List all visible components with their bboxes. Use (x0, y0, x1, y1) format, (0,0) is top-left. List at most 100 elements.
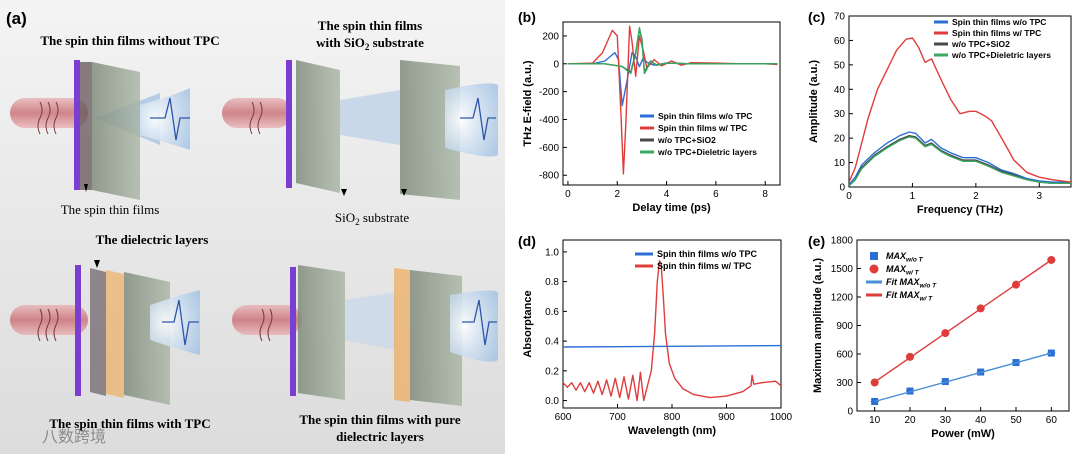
y-tick-label: 200 (542, 31, 559, 42)
series-line-1 (567, 25, 778, 175)
thz-output-cone (150, 290, 200, 355)
y-tick-label: 1500 (831, 264, 854, 275)
x-tick-label: 6 (713, 189, 719, 200)
thz-waveform-icon (162, 299, 199, 346)
legend-label: w/o TPC+SiO2 (657, 135, 716, 145)
y-tick-label: 600 (836, 350, 853, 361)
panel-a-label: (a) (6, 9, 27, 28)
panel-label: (e) (808, 233, 825, 249)
thz-cone (340, 90, 400, 145)
x-axis-label: Delay time (ps) (632, 202, 711, 214)
x-tick-label: 600 (555, 412, 572, 423)
x-axis-label: Wavelength (nm) (628, 425, 717, 437)
x-tick-label: 4 (664, 189, 670, 200)
x-tick-label: 1 (910, 191, 916, 202)
y-tick-label: 1.0 (545, 247, 559, 258)
pulse-icon (37, 101, 59, 135)
substrate-block (92, 62, 140, 200)
legend-label: MAXw/o T (886, 251, 924, 264)
y-tick-label: 30 (834, 109, 846, 120)
y-tick-label: 900 (836, 321, 853, 332)
thz-output-cone (450, 290, 498, 362)
y-tick-label: 20 (834, 134, 846, 145)
diagram-with-tpc: The dielectric layers The spin thin film… (10, 232, 211, 446)
series-line-0 (849, 131, 1071, 186)
series-line-0 (563, 344, 781, 348)
x-tick-label: 30 (940, 415, 952, 426)
laser-beam (232, 305, 302, 335)
y-axis-label: Maximum amplitude (a.u.) (812, 258, 824, 393)
legend-label: w/o TPC+Dieletric layers (951, 50, 1051, 60)
label-sio2-substrate: SiO2 substrate (335, 210, 409, 227)
laser-beam (222, 98, 292, 128)
watermark: 八数跨境 (42, 427, 106, 446)
diagram-with-dielectric: The spin thin films with pure dielectric… (232, 265, 498, 444)
diagram-with-sio2: The spin thin films with SiO2 substrate … (222, 18, 498, 227)
y-axis-label: Absorptance (522, 290, 534, 357)
sio2-substrate-block (410, 270, 462, 406)
legend-swatch (870, 252, 878, 260)
series-line-3 (849, 136, 1071, 187)
legend-label: w/o TPC+Dieletric layers (657, 147, 757, 157)
x-tick-label: 2 (973, 191, 979, 202)
chart-b: (b) 0 2 4 6 8 -800 -600 -400 -200 0 200 Delay time (… (518, 9, 781, 214)
chart-e: (e)10 20 30 40 50 600300600900120015001800Pow… (808, 233, 1070, 440)
x-tick-label: 800 (664, 412, 681, 423)
thz-waveform-icon (150, 97, 190, 141)
x-tick-label: 20 (904, 415, 916, 426)
x-tick-label: 50 (1010, 415, 1022, 426)
pulse-icon (259, 308, 273, 342)
spin-film (290, 267, 296, 396)
label-spin-films: The spin thin films (61, 202, 160, 217)
data-point-square (871, 398, 879, 405)
y-tick-label: 300 (836, 378, 853, 389)
legend-label: Fit MAXw/o T (886, 277, 937, 290)
y-tick-label: 0.8 (545, 277, 559, 288)
plot-frame (848, 15, 1072, 188)
x-tick-label: 3 (1037, 191, 1043, 202)
y-tick-label: 70 (834, 12, 846, 23)
legend-label: MAXw/ T (886, 264, 920, 277)
x-tick-label: 0 (565, 189, 571, 200)
y-tick-label: 40 (834, 85, 846, 96)
x-axis-label: Frequency (THz) (917, 204, 1004, 216)
x-tick-label: 8 (762, 189, 768, 200)
legend-label: Spin thin films w/o TPC (952, 17, 1046, 27)
title-dielectric-line2: dielectric layers (336, 429, 424, 444)
plot-area (567, 25, 778, 175)
substrate-block (298, 265, 345, 400)
y-tick-label: 0.2 (545, 366, 559, 377)
series-line-0 (567, 51, 778, 107)
title-with-tpc: The spin thin films with TPC (49, 416, 210, 431)
plot-frame (562, 21, 781, 186)
legend-label: Spin thin films w/o TPC (657, 249, 757, 259)
x-tick-label: 700 (609, 412, 626, 423)
y-tick-label: 60 (834, 36, 846, 47)
y-tick-label: 0.0 (545, 396, 559, 407)
y-tick-label: 10 (834, 158, 846, 169)
title-dielectric-line1: The spin thin films with pure (299, 412, 460, 427)
series-line-2 (874, 352, 1052, 403)
y-tick-label: -800 (539, 171, 559, 182)
x-tick-label: 2 (614, 189, 620, 200)
legend-label: Spin thin films w/ TPC (952, 28, 1041, 38)
thz-waveform-icon (462, 299, 497, 346)
y-axis-label: THz E-field (a.u.) (522, 60, 534, 147)
y-axis-label: Amplitude (a.u.) (808, 60, 820, 143)
panel-label: (d) (518, 233, 536, 249)
legend-label: Spin thin films w/ TPC (658, 123, 747, 133)
laser-beam (10, 305, 88, 335)
panel-label: (c) (808, 9, 825, 25)
y-tick-label: 0.4 (545, 337, 559, 348)
series-line-2 (567, 28, 778, 73)
dielectric-layer (106, 270, 124, 398)
x-tick-label: 10 (869, 415, 881, 426)
spin-film (286, 60, 292, 188)
x-tick-label: 40 (975, 415, 987, 426)
title-sio2-line2: with SiO2 substrate (316, 35, 424, 52)
pulse-icon (37, 308, 59, 342)
plot-area (870, 255, 1056, 405)
dielectric-layer (394, 268, 410, 402)
